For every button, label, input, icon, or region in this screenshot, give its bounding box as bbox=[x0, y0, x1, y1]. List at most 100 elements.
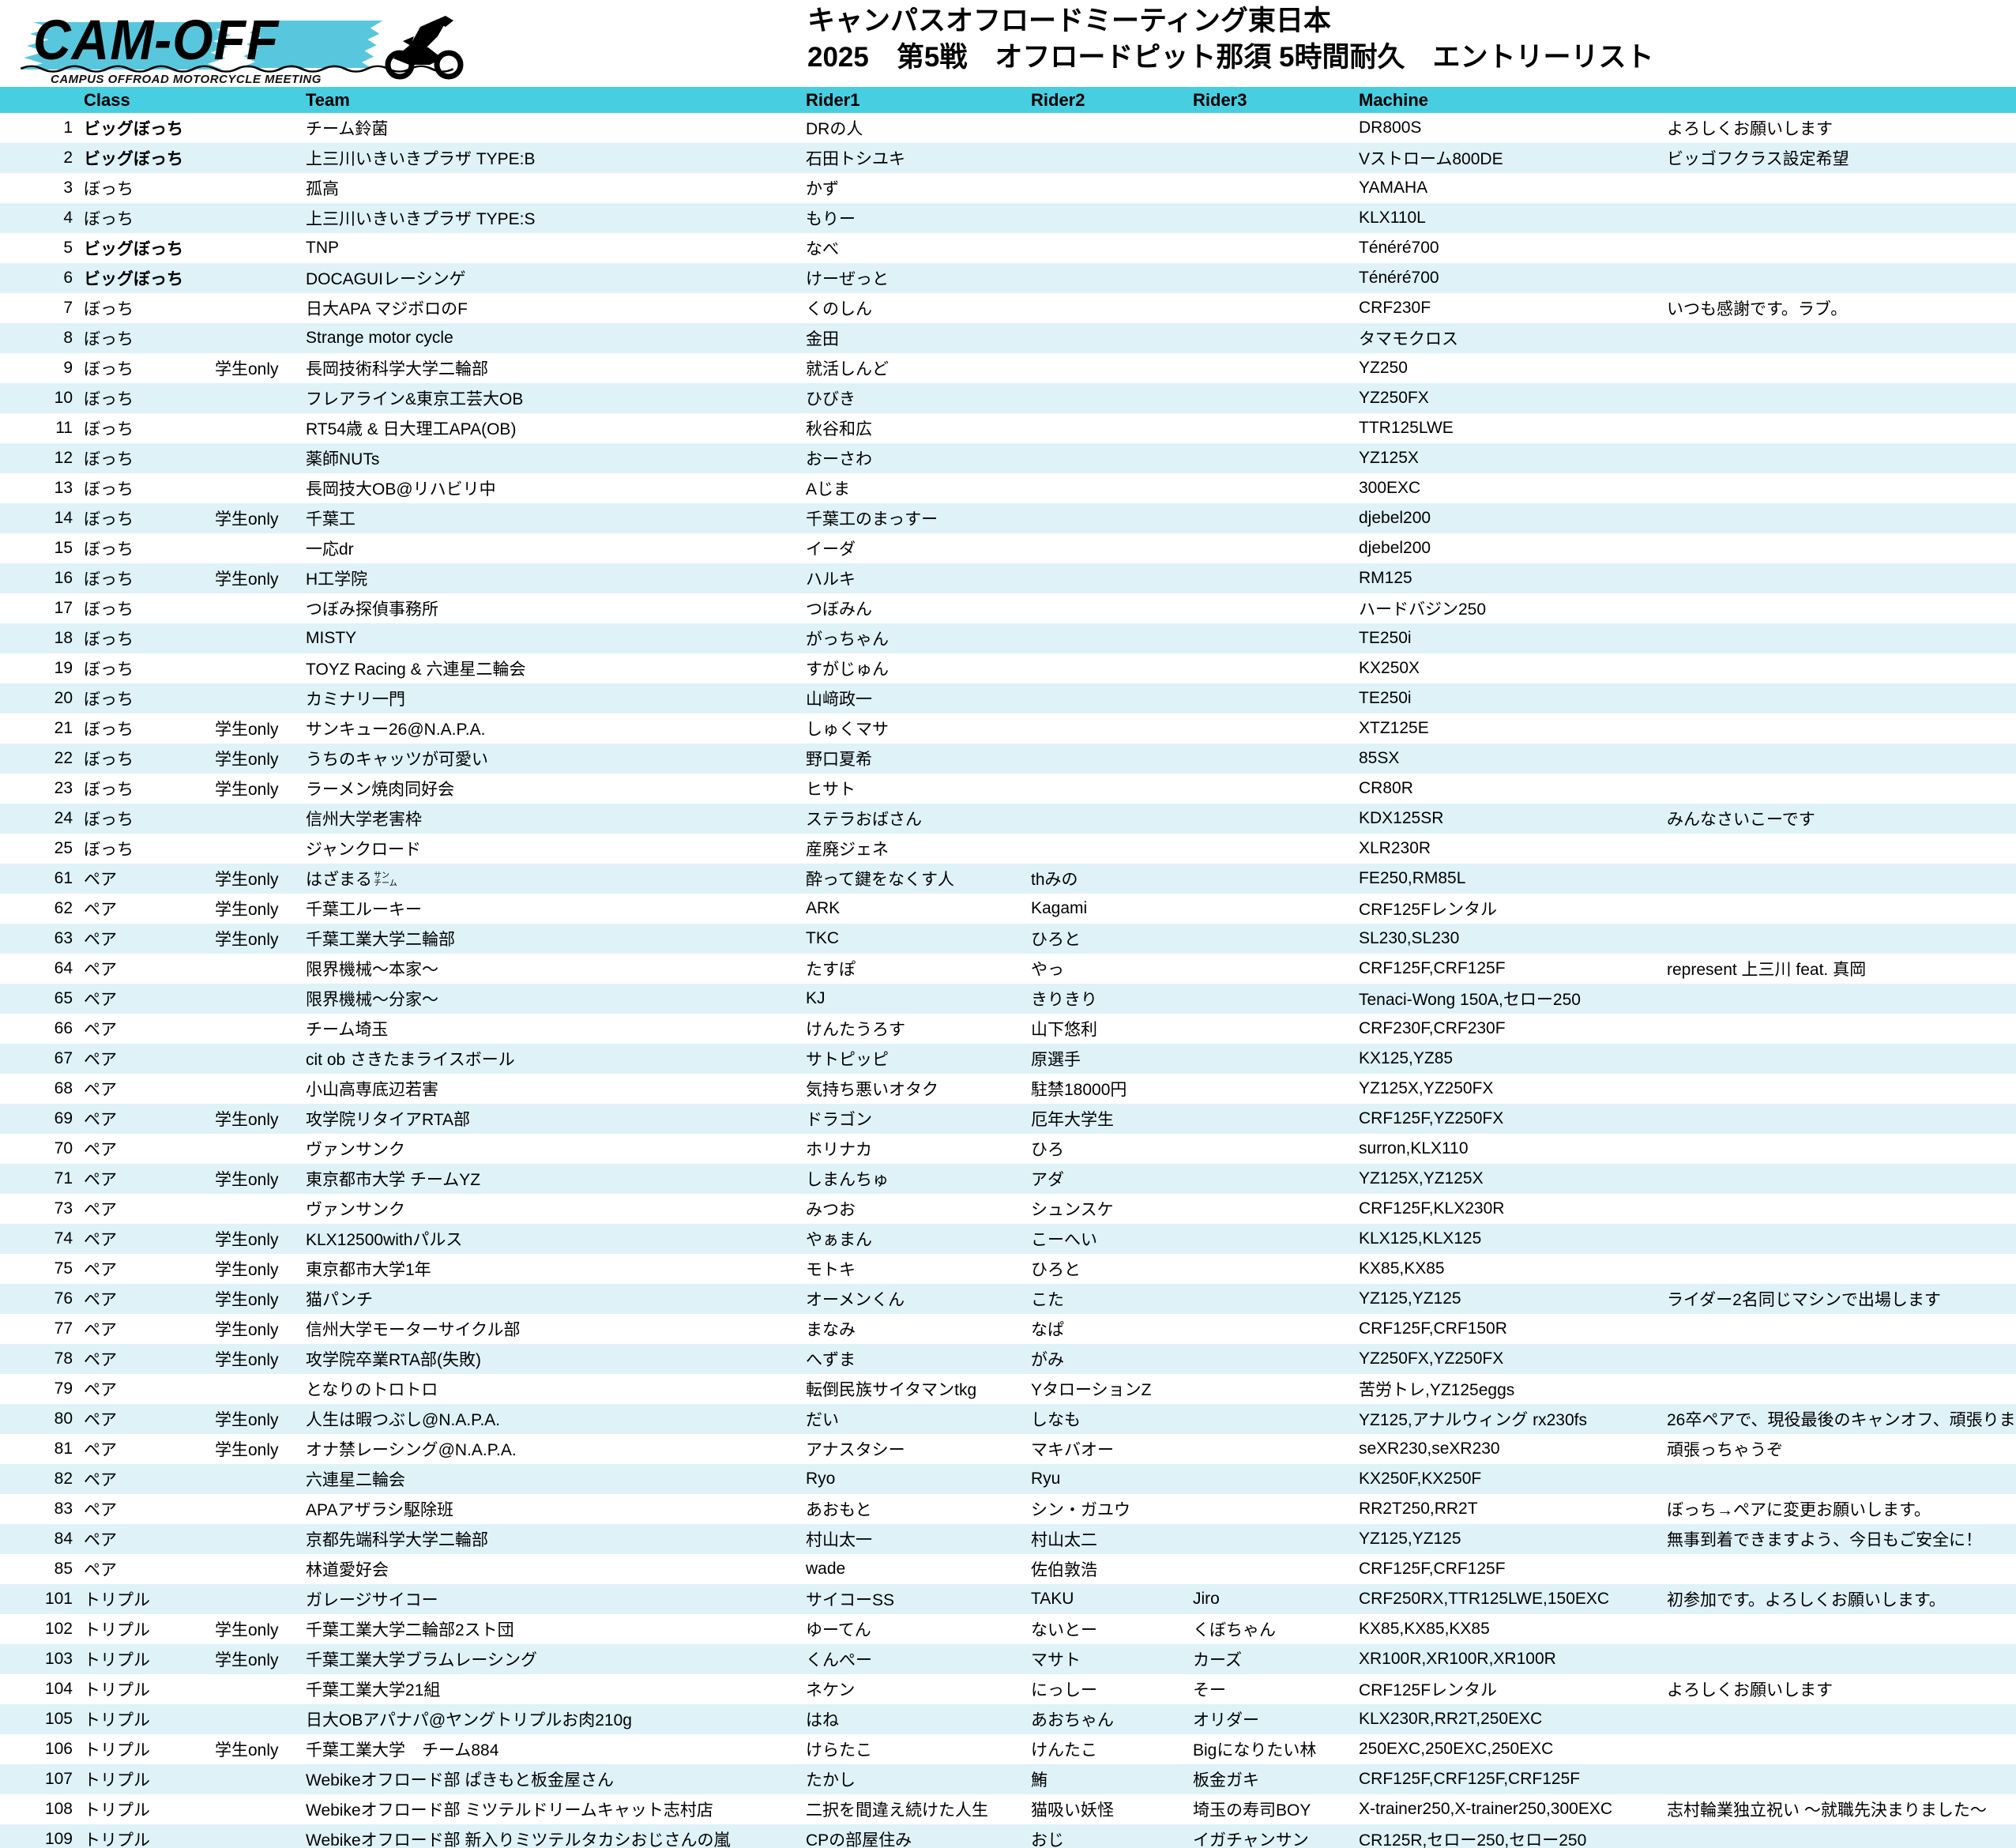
table-row: 82 ペア 六連星二輪会 Ryo Ryu KX250F,KX250F bbox=[0, 1464, 2016, 1494]
table-row: 80 ペア 学生only 人生は暇つぶし@N.A.P.A. だい しなも YZ1… bbox=[0, 1404, 2016, 1434]
row-class: ペア bbox=[84, 901, 117, 919]
row-rider2: あおちゃん bbox=[1031, 1711, 1114, 1729]
row-student: 学生only bbox=[215, 871, 279, 889]
row-team: cit ob さきたまライスボール bbox=[306, 1051, 515, 1069]
row-comment: よろしくお願いします bbox=[1667, 1681, 1833, 1699]
row-class: ぼっち bbox=[84, 721, 134, 739]
row-machine: CR80R bbox=[1359, 779, 1413, 797]
row-class: トリプル bbox=[84, 1591, 150, 1609]
row-rider1: モトキ bbox=[806, 1261, 856, 1279]
row-rider1: しまんちゅ bbox=[806, 1171, 889, 1189]
row-machine: CRF125F,CRF125F bbox=[1359, 1560, 1506, 1578]
row-class: トリプル bbox=[84, 1771, 150, 1790]
row-machine: X-trainer250,X-trainer250,300EXC bbox=[1359, 1800, 1613, 1818]
table-row: 11 ぼっち RT54歳 & 日大理工APA(OB) 秋谷和広 TTR125LW… bbox=[0, 413, 2016, 443]
row-num: 10 bbox=[54, 389, 73, 407]
table-row: 17 ぼっち つぼみ探偵事務所 つぼみん ハードバジン250 bbox=[0, 593, 2016, 623]
table-row: 61 ペア 学生only はざまる サン チーム 酔って鍵をなくす人 thみの FE… bbox=[0, 864, 2016, 894]
row-team: はざまる サン チーム bbox=[306, 871, 397, 889]
row-num: 102 bbox=[44, 1620, 73, 1638]
row-machine: 300EXC bbox=[1359, 479, 1421, 497]
row-machine: YZ250 bbox=[1359, 359, 1408, 377]
row-num: 21 bbox=[54, 719, 73, 737]
row-rider2: けんたこ bbox=[1031, 1741, 1097, 1760]
row-num: 84 bbox=[54, 1530, 73, 1548]
row-team: APAアザラシ駆除班 bbox=[306, 1501, 454, 1519]
row-num: 12 bbox=[54, 449, 73, 467]
column-header-rider1: Rider1 bbox=[806, 89, 860, 110]
row-machine: Ténéré700 bbox=[1359, 239, 1439, 257]
table-row: 20 ぼっち カミナリ一門 山﨑政一 TE250i bbox=[0, 683, 2016, 713]
row-team: ヴァンサンク bbox=[306, 1141, 405, 1159]
table-row: 104 トリプル 千葉工業大学21組 ネケン にっしー そー CRF125Fレン… bbox=[0, 1674, 2016, 1704]
row-num: 63 bbox=[54, 929, 73, 947]
row-team: 上三川いきいきプラザ TYPE:B bbox=[306, 150, 536, 168]
logo-subtitle: CAMPUS OFFROAD MOTORCYCLE MEETING bbox=[51, 73, 322, 86]
row-class: トリプル bbox=[84, 1711, 150, 1729]
row-rider2: 佐伯敦浩 bbox=[1031, 1561, 1097, 1579]
row-team: 一応dr bbox=[306, 540, 354, 559]
row-rider1: はね bbox=[806, 1711, 839, 1729]
row-rider2: おじ bbox=[1031, 1831, 1064, 1848]
row-team: 千葉工ルーキー bbox=[306, 901, 422, 919]
row-class: ぼっち bbox=[84, 480, 134, 499]
row-rider2: がみ bbox=[1031, 1351, 1064, 1369]
row-team: 千葉工業大学21組 bbox=[306, 1681, 441, 1699]
row-rider2: マサト bbox=[1031, 1651, 1081, 1669]
row-machine: surron,KLX110 bbox=[1359, 1139, 1469, 1157]
row-machine: 85SX bbox=[1359, 749, 1400, 767]
row-rider1: 村山太一 bbox=[806, 1531, 872, 1549]
table-row: 9 ぼっち 学生only 長岡技術科学大学二輪部 就活しんど YZ250 bbox=[0, 353, 2016, 383]
table-row: 76 ペア 学生only 猫パンチ オーメンくん こた YZ125,YZ125 … bbox=[0, 1284, 2016, 1314]
row-num: 66 bbox=[54, 1019, 73, 1037]
row-team: ガレージサイコー bbox=[306, 1591, 438, 1609]
row-num: 68 bbox=[54, 1079, 73, 1097]
row-num: 5 bbox=[63, 239, 73, 257]
row-rider1: サトピッピ bbox=[806, 1051, 889, 1069]
row-rider1: ARK bbox=[806, 899, 841, 917]
row-team: RT54歳 & 日大理工APA(OB) bbox=[306, 420, 517, 438]
row-rider1: がっちゃん bbox=[806, 630, 889, 649]
row-team: 信州大学モーターサイクル部 bbox=[306, 1321, 521, 1339]
row-student: 学生only bbox=[215, 1621, 279, 1639]
row-class: トリプル bbox=[84, 1681, 150, 1699]
row-machine: seXR230,seXR230 bbox=[1359, 1440, 1500, 1458]
row-student: 学生only bbox=[215, 1741, 279, 1760]
row-rider1: みつお bbox=[806, 1201, 856, 1219]
row-team: Webikeオフロード部 ぱきもと板金屋さん bbox=[306, 1771, 615, 1790]
table-row: 25 ぼっち ジャンクロード 産廃ジェネ XLR230R bbox=[0, 834, 2016, 864]
row-rider2: きりきり bbox=[1031, 991, 1097, 1009]
row-class: ペア bbox=[84, 1531, 117, 1549]
row-num: 71 bbox=[54, 1169, 73, 1187]
row-num: 77 bbox=[54, 1319, 73, 1338]
row-num: 19 bbox=[54, 659, 73, 677]
row-rider1: くんぺー bbox=[806, 1651, 872, 1669]
row-team: 日大APA マジボロのF bbox=[306, 300, 468, 318]
table-row: 22 ぼっち 学生only うちのキャッツが可愛い 野口夏希 85SX bbox=[0, 743, 2016, 773]
row-machine: ハードバジン250 bbox=[1359, 600, 1487, 619]
row-student: 学生only bbox=[215, 1321, 279, 1339]
row-class: ぼっち bbox=[84, 540, 134, 559]
table-row: 7 ぼっち 日大APA マジボロのF くのしん CRF230F いつも感謝です。… bbox=[0, 293, 2016, 323]
row-num: 65 bbox=[54, 989, 73, 1007]
row-student: 学生only bbox=[215, 1111, 279, 1129]
row-machine: KX250F,KX250F bbox=[1359, 1470, 1482, 1488]
row-num: 2 bbox=[63, 149, 73, 167]
row-machine: CRF125F,CRF125F bbox=[1359, 959, 1506, 977]
row-class: ペア bbox=[84, 1471, 117, 1489]
row-machine: RR2T250,RR2T bbox=[1359, 1500, 1478, 1518]
row-team: 東京都市大学1年 bbox=[306, 1261, 431, 1279]
row-team: 人生は暇つぶし@N.A.P.A. bbox=[306, 1411, 501, 1429]
row-machine: タマモクロス bbox=[1359, 330, 1458, 348]
row-machine: CRF125Fレンタル bbox=[1359, 1681, 1498, 1699]
row-rider2: しなも bbox=[1031, 1411, 1081, 1429]
row-class: ぼっち bbox=[84, 330, 134, 348]
row-rider1: 野口夏希 bbox=[806, 751, 872, 769]
row-rider1: オーメンくん bbox=[806, 1291, 905, 1309]
row-team: オナ禁レーシング@N.A.P.A. bbox=[306, 1441, 517, 1459]
row-machine: CRF125F,CRF150R bbox=[1359, 1319, 1507, 1338]
row-machine: Tenaci-Wong 150A,セロー250 bbox=[1359, 991, 1581, 1009]
row-student: 学生only bbox=[215, 1351, 279, 1369]
row-num: 85 bbox=[54, 1560, 73, 1578]
